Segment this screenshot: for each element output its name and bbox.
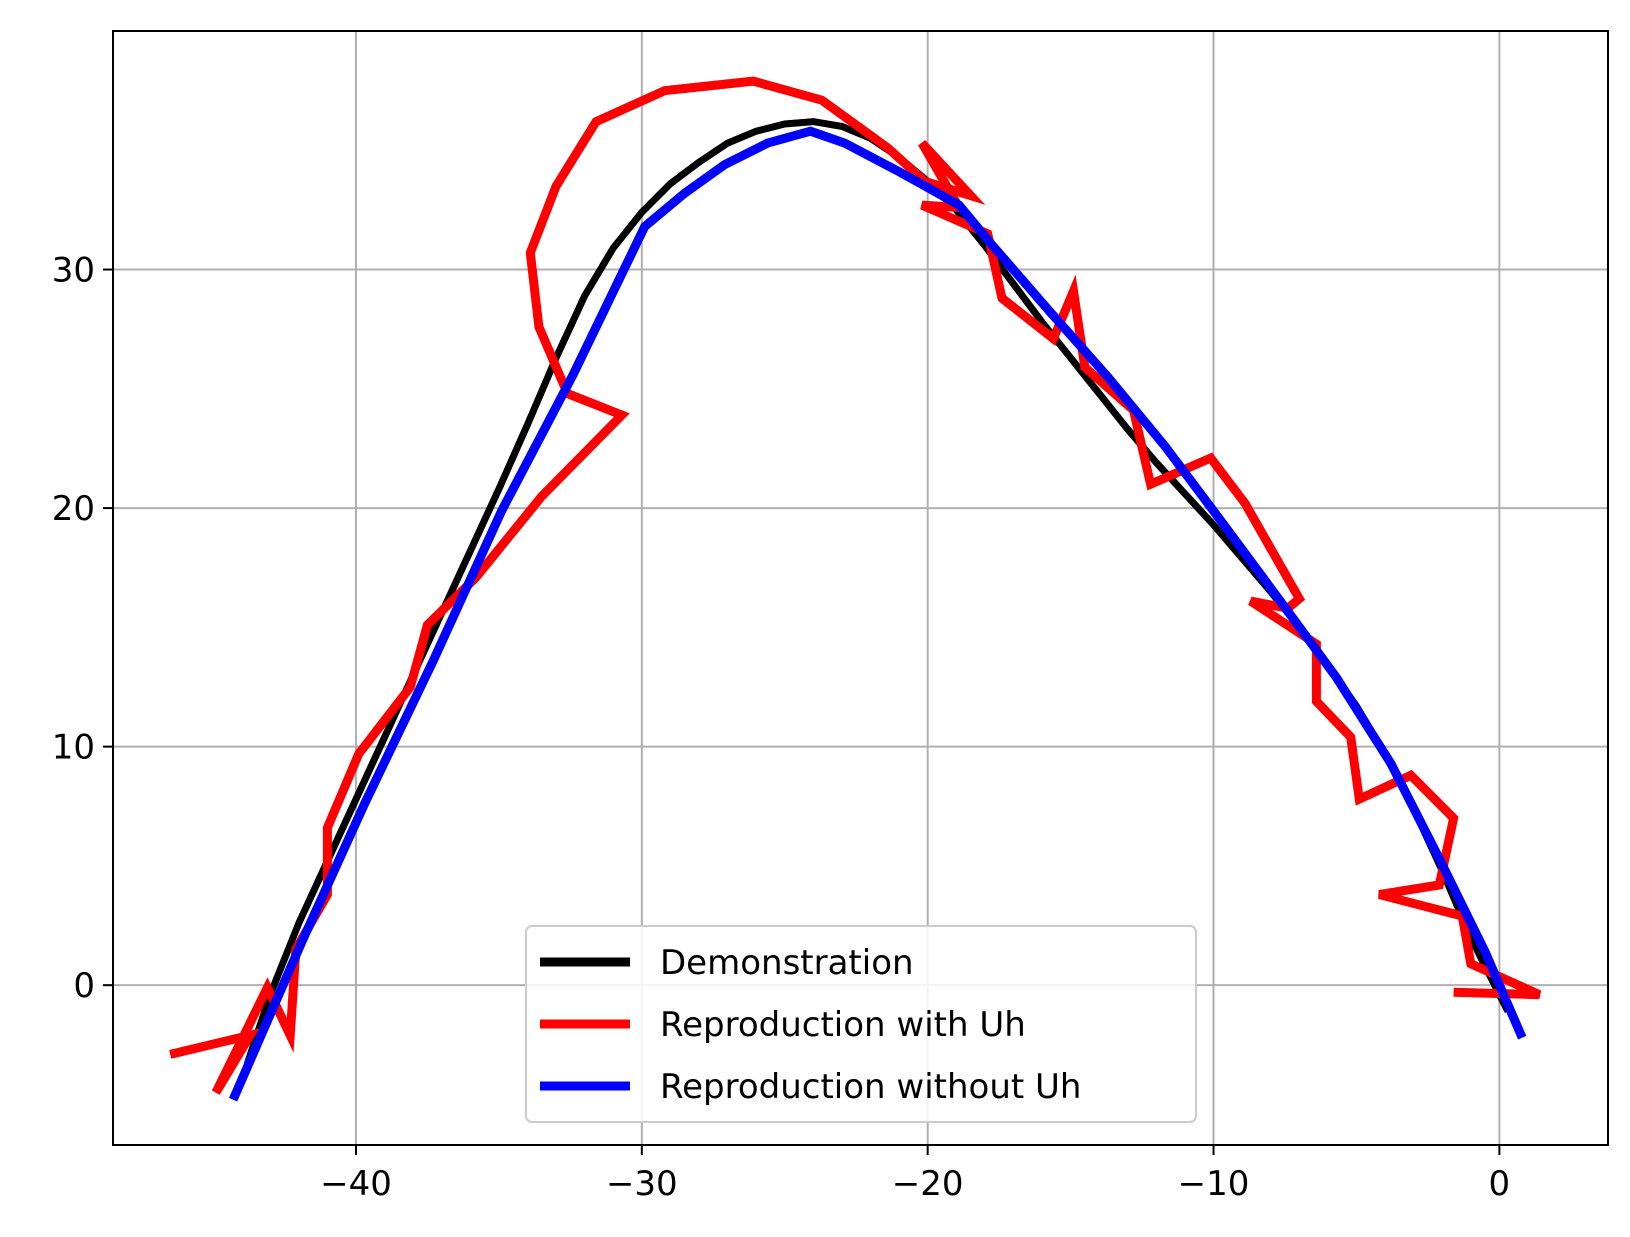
y-tick-label: 0 <box>73 966 95 1006</box>
legend-label: Reproduction with Uh <box>660 1005 1026 1045</box>
x-tick-label: 0 <box>1489 1164 1511 1204</box>
x-tick-label: −10 <box>1178 1164 1250 1204</box>
legend: Demonstration Reproduction with Uh Reprodu… <box>525 925 1197 1123</box>
series-group <box>169 76 1542 1102</box>
legend-label: Reproduction without Uh <box>660 1067 1081 1107</box>
series-line-2 <box>228 126 1527 1102</box>
plot-frame <box>112 30 1609 1146</box>
legend-label: Demonstration <box>660 943 914 983</box>
series-line-1 <box>169 76 1542 1095</box>
x-tick-label: −30 <box>606 1164 678 1204</box>
y-tick-label: 30 <box>52 251 95 291</box>
ticks: −40 −30 −20 −10 0 0 10 20 30 <box>52 251 1510 1204</box>
legend-box <box>525 925 1197 1123</box>
y-tick-label: 20 <box>52 489 95 529</box>
x-tick-label: −40 <box>320 1164 392 1204</box>
y-tick-label: 10 <box>52 728 95 768</box>
x-tick-label: −20 <box>892 1164 964 1204</box>
